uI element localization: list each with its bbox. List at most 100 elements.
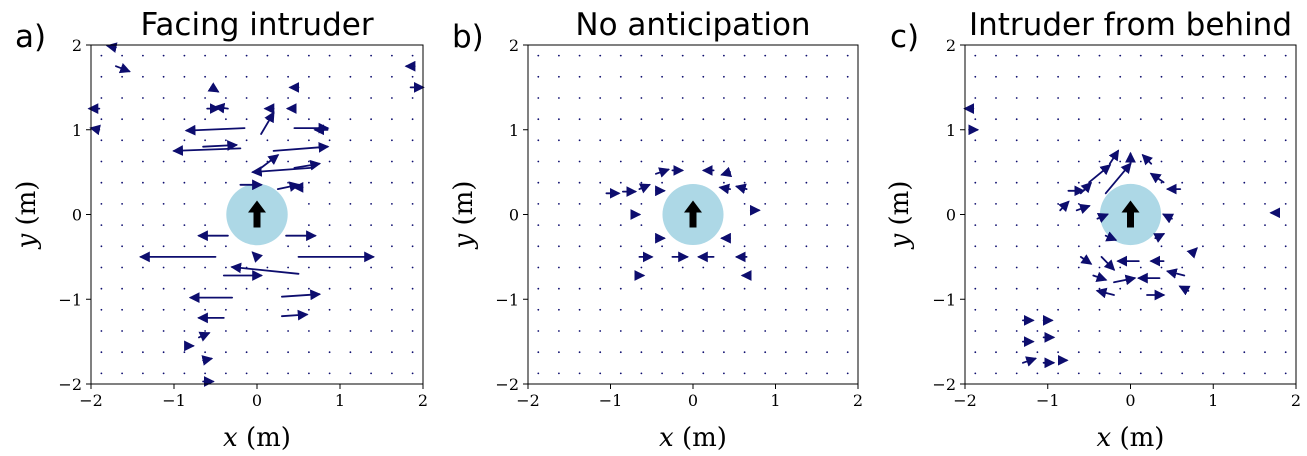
grid-point — [1264, 245, 1266, 248]
grid-dots — [100, 54, 414, 375]
grid-point — [162, 139, 165, 142]
grid-point — [100, 139, 103, 142]
grid-point — [1264, 160, 1266, 163]
grid-point — [100, 97, 103, 99]
grid-point — [558, 372, 560, 375]
grid-point — [411, 266, 414, 269]
grid-point — [1015, 139, 1018, 142]
grid-point — [558, 54, 560, 57]
grid-point — [1243, 266, 1246, 269]
grid-point — [1139, 160, 1142, 163]
y-tick-label: 1 — [946, 121, 956, 140]
grid-point — [1181, 330, 1184, 332]
grid-point — [411, 287, 414, 290]
grid-point — [1015, 330, 1018, 332]
grid-point — [100, 118, 103, 121]
grid-point — [1077, 330, 1080, 332]
grid-point — [328, 97, 331, 99]
grid-point — [245, 97, 248, 99]
grid-point — [537, 181, 540, 184]
grid-point — [1057, 224, 1059, 227]
grid-point — [1119, 75, 1122, 78]
grid-point — [204, 203, 207, 205]
grid-point — [121, 308, 123, 311]
vector-arrow — [197, 331, 211, 342]
grid-point — [349, 75, 352, 78]
grid-point — [578, 203, 581, 205]
grid-point — [578, 75, 581, 78]
grid-point — [558, 224, 560, 227]
vector-arrow — [1104, 162, 1132, 195]
grid-point — [1139, 266, 1142, 269]
grid-point — [599, 351, 602, 354]
grid-point — [225, 372, 227, 375]
grid-point — [640, 75, 643, 78]
x-tick-label: −2 — [516, 391, 540, 410]
grid-point — [142, 351, 144, 354]
grid-point — [599, 118, 602, 121]
grid-point — [162, 287, 165, 290]
grid-point — [370, 97, 372, 99]
grid-point — [204, 351, 207, 354]
grid-point — [1264, 54, 1266, 57]
vector-arrow — [1095, 287, 1115, 299]
grid-point — [1057, 97, 1059, 99]
grid-point — [619, 54, 622, 57]
grid-point — [349, 118, 352, 121]
vector-arrow — [105, 42, 118, 53]
grid-point — [1036, 54, 1039, 57]
grid-point — [743, 118, 746, 121]
grid-point — [558, 75, 560, 78]
grid-point — [391, 203, 393, 205]
grid-point — [142, 203, 144, 205]
grid-point — [1264, 118, 1266, 121]
grid-point — [1222, 203, 1225, 205]
grid-point — [183, 245, 186, 248]
grid-point — [1057, 75, 1059, 78]
grid-point — [578, 160, 581, 163]
grid-point — [308, 308, 310, 311]
grid-point — [558, 181, 560, 184]
grid-dots — [974, 54, 1287, 375]
grid-point — [1036, 160, 1039, 163]
grid-point — [743, 308, 746, 311]
grid-point — [1222, 266, 1225, 269]
grid-point — [245, 75, 248, 78]
grid-point — [328, 245, 331, 248]
grid-point — [995, 372, 997, 375]
grid-point — [100, 372, 103, 375]
grid-point — [1139, 308, 1142, 311]
grid-point — [764, 160, 767, 163]
grid-point — [681, 266, 684, 269]
grid-point — [1077, 97, 1080, 99]
grid-point — [391, 181, 393, 184]
grid-point — [225, 351, 227, 354]
grid-point — [287, 372, 289, 375]
grid-point — [162, 181, 165, 184]
grid-point — [328, 308, 331, 311]
grid-point — [1057, 181, 1059, 184]
grid-point — [266, 54, 269, 57]
grid-point — [805, 203, 808, 205]
grid-point — [1202, 203, 1204, 205]
grid-point — [723, 75, 725, 78]
grid-point — [183, 287, 186, 290]
grid-point — [100, 308, 103, 311]
grid-point — [349, 266, 352, 269]
vector-arrow — [1161, 213, 1175, 224]
grid-point — [995, 351, 997, 354]
grid-point — [1181, 266, 1184, 269]
grid-point — [558, 266, 560, 269]
grid-point — [411, 224, 414, 227]
grid-point — [805, 308, 808, 311]
grid-point — [121, 245, 123, 248]
grid-point — [1222, 330, 1225, 332]
grid-point — [391, 160, 393, 163]
x-tick-label: 1 — [770, 391, 780, 410]
grid-point — [391, 287, 393, 290]
grid-point — [225, 75, 227, 78]
grid-point — [162, 330, 165, 332]
grid-point — [743, 287, 746, 290]
grid-point — [1160, 351, 1163, 354]
grid-point — [287, 308, 289, 311]
